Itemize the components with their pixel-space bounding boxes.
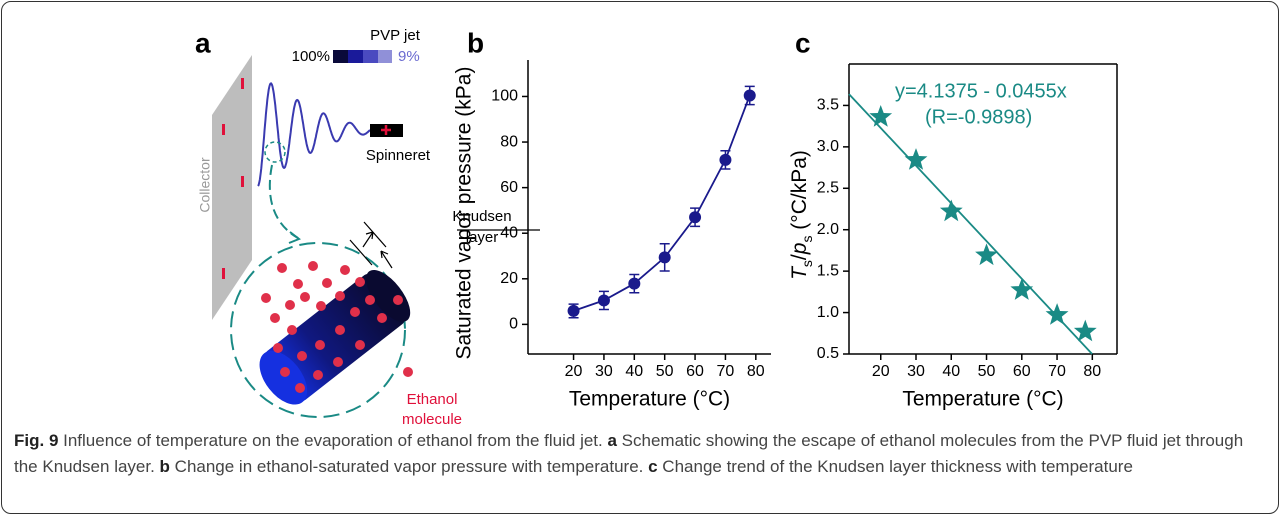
x-tick-label: 80 (1083, 363, 1101, 380)
x-tick-label: 70 (717, 363, 735, 380)
y-tick-label: 1.5 (817, 262, 839, 279)
caption-label: Fig. 9 (14, 431, 59, 450)
y-axis-label-part: / (788, 254, 811, 260)
zoom-arrowhead (288, 231, 301, 244)
x-tick-label: 50 (978, 363, 996, 380)
y-tick-label: 3.0 (817, 138, 839, 155)
jet-cylinder (259, 269, 411, 405)
data-point (939, 199, 963, 222)
x-tick-label: 40 (625, 363, 643, 380)
annotation: y=4.1375 - 0.0455x (895, 80, 1067, 102)
y-tick-label: 20 (500, 270, 518, 287)
molecule-label: molecule (402, 411, 462, 428)
caption-label: c (648, 457, 658, 476)
y-axis-label-part: s (799, 260, 815, 267)
data-point (743, 89, 756, 102)
data-point (1045, 303, 1069, 325)
schematic: a PVP jet 100% 9% Collector Spinneret (195, 27, 540, 428)
knudsen-label: layer (466, 229, 499, 246)
knudsen-label: Knudsen (452, 208, 511, 225)
y-axis-label-part: T (788, 265, 811, 280)
y-tick-label: 2.5 (817, 180, 839, 197)
jet-wave (257, 82, 371, 187)
caption-label: a (607, 431, 617, 450)
y-tick-label: 0 (509, 316, 518, 333)
data-point (719, 153, 732, 166)
y-axis-label-part: (°C/kPa) (788, 150, 811, 235)
y-tick-label: 0.5 (817, 345, 839, 362)
x-tick-label: 30 (907, 363, 925, 380)
collector-plate (212, 55, 252, 320)
caption-text: Change in ethanol-saturated vapor pressu… (169, 457, 649, 476)
collector-label: Collector (197, 157, 213, 213)
data-point (869, 105, 893, 127)
data-point (975, 243, 998, 266)
x-tick-label: 70 (1048, 363, 1066, 380)
molecule-label: Ethanol (407, 391, 458, 408)
y-tick-label: 100 (491, 88, 518, 105)
fit-line (848, 93, 1093, 355)
data-point (567, 304, 580, 317)
zoom-view (230, 242, 406, 418)
data-point (658, 251, 671, 264)
data-point (904, 148, 928, 170)
y-tick-label: 1.0 (817, 304, 839, 321)
scale-max: 100% (292, 48, 330, 65)
figure: a PVP jet 100% 9% Collector Spinneret (195, 27, 1118, 428)
x-tick-label: 80 (747, 363, 765, 380)
knudsen-arrows (362, 231, 393, 269)
x-tick-label: 20 (565, 363, 583, 380)
knudsen-guides (349, 221, 540, 266)
data-point (689, 211, 702, 224)
y-axis-label-part: p (788, 243, 811, 256)
scale-bar (333, 50, 392, 63)
x-tick-label: 60 (686, 363, 704, 380)
spinneret-plus (381, 125, 391, 135)
x-axis-label: Temperature (°C) (902, 388, 1063, 411)
caption-label: b (159, 457, 170, 476)
caption-text: Change trend of the Knudsen layer thickn… (657, 457, 1133, 476)
jet-title: PVP jet (370, 27, 421, 44)
collector-marks (222, 78, 244, 279)
spinneret-label: Spinneret (366, 147, 431, 164)
caption: Fig. 9 Influence of temperature on the e… (14, 428, 1270, 480)
zoom-arrow (268, 164, 299, 239)
y-tick-label: 3.5 (817, 97, 839, 114)
data-point (628, 277, 641, 290)
panel-label: a (195, 27, 211, 58)
data-line (573, 95, 751, 312)
y-tick-label: 60 (500, 179, 518, 196)
annotation: (R=-0.9898) (925, 106, 1032, 128)
x-tick-label: 60 (1013, 363, 1031, 380)
data-point (1010, 278, 1034, 300)
scale-min: 9% (398, 48, 420, 65)
panel-label: b (467, 27, 484, 58)
data-point (597, 294, 610, 307)
ethanol-molecules (261, 261, 413, 393)
y-axis-label-part: s (799, 236, 815, 243)
y-tick-label: 40 (500, 224, 518, 241)
y-tick-label: 80 (500, 133, 518, 150)
x-tick-label: 20 (872, 363, 890, 380)
x-tick-label: 30 (595, 363, 613, 380)
data-point (1073, 319, 1097, 342)
y-axis-label: Saturated vapor pressure (kPa) (453, 67, 476, 360)
panel-label: c (795, 27, 811, 58)
y-tick-label: 2.0 (817, 221, 839, 238)
caption-text: Schematic showing the escape of ethanol … (14, 431, 1244, 476)
x-tick-label: 40 (942, 363, 960, 380)
y-axis-label: Ts/ps (°C/kPa) (788, 150, 815, 280)
caption-text: Influence of temperature on the evaporat… (58, 431, 608, 450)
x-axis-label: Temperature (°C) (569, 388, 730, 411)
x-tick-label: 50 (656, 363, 674, 380)
zoom-circle (264, 141, 286, 163)
